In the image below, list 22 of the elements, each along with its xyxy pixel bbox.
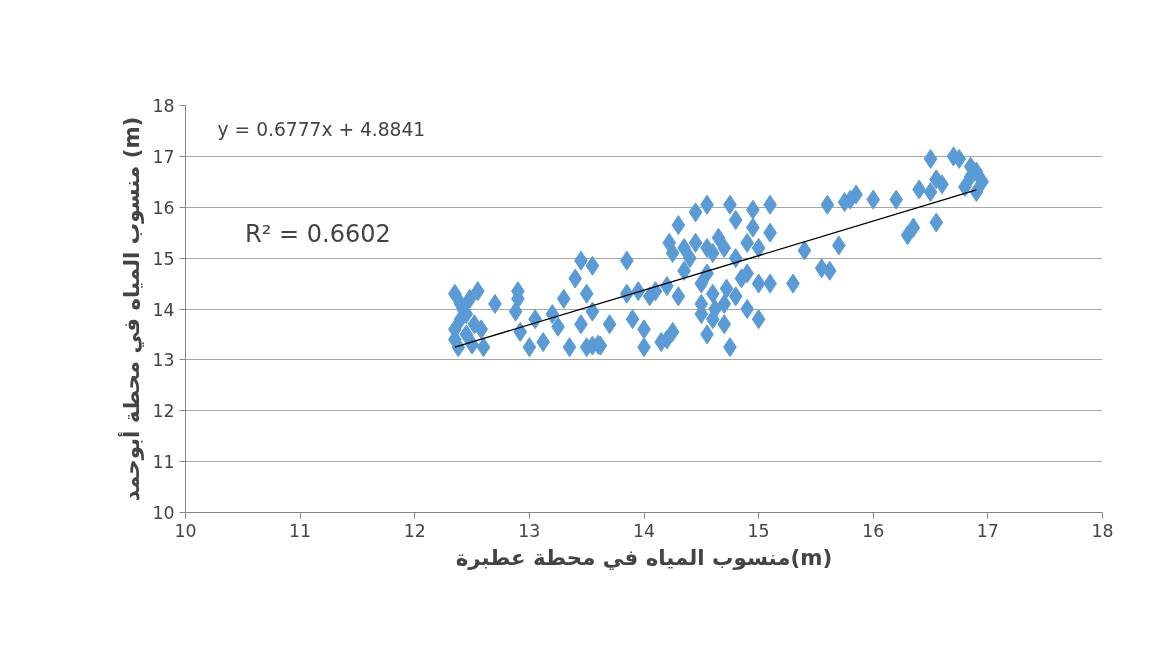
x-tick-label: 13 xyxy=(518,520,541,541)
y-tick-label: 12 xyxy=(152,401,175,422)
y-tick-label: 14 xyxy=(152,299,175,320)
x-tick-label: 14 xyxy=(632,520,656,541)
y-tick-label: 15 xyxy=(152,248,175,269)
x-tick-label: 12 xyxy=(403,520,426,541)
y-tick-label: 18 xyxy=(152,96,175,116)
x-tick-label: 10 xyxy=(174,520,197,541)
y-axis-title: منسوب المياه في محطة أبوحمد (m) xyxy=(117,116,145,502)
x-axis-title: منسوب المياه في محطة عطبرة(m) xyxy=(455,544,833,570)
annotation: R² = 0.6602 xyxy=(245,219,391,248)
annotation: y = 0.6777x + 4.8841 xyxy=(217,119,426,141)
y-tick-label: 11 xyxy=(152,452,175,473)
x-tick-label: 16 xyxy=(862,520,885,541)
x-tick-label: 15 xyxy=(747,520,770,541)
y-tick-label: 17 xyxy=(152,146,175,167)
x-tick-label: 11 xyxy=(289,520,312,541)
y-tick-label: 10 xyxy=(152,503,175,523)
y-tick-label: 13 xyxy=(152,350,175,371)
x-tick-label: 17 xyxy=(976,520,999,541)
y-tick-label: 16 xyxy=(152,197,175,218)
x-tick-label: 18 xyxy=(1091,520,1114,541)
